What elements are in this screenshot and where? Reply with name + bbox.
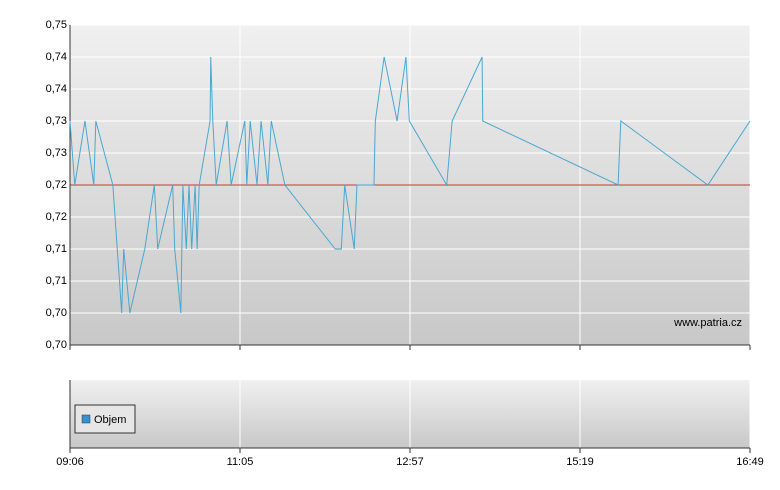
x-tick-label: 11:05 — [227, 456, 254, 468]
y-tick-label: 0,70 — [46, 307, 67, 319]
x-tick-label: 16:49 — [736, 456, 764, 468]
y-tick-label: 0,72 — [46, 211, 67, 223]
y-tick-label: 0,71 — [46, 243, 67, 255]
y-tick-label: 0,73 — [46, 115, 67, 127]
y-tick-label: 0,75 — [46, 19, 67, 31]
y-tick-label: 0,74 — [46, 83, 67, 95]
watermark: www.patria.cz — [673, 317, 742, 329]
y-tick-label: 0,72 — [46, 179, 67, 191]
y-tick-label: 0,73 — [46, 147, 67, 159]
y-tick-label: 0,71 — [46, 275, 67, 287]
legend: Objem — [74, 404, 136, 434]
x-tick-label: 09:06 — [56, 456, 84, 468]
price-line — [69, 56, 751, 314]
legend-swatch — [81, 414, 91, 424]
x-tick-label: 12:57 — [396, 456, 424, 468]
legend-label: Objem — [94, 414, 126, 426]
y-tick-label: 0,70 — [46, 339, 67, 351]
x-tick-label: 15:19 — [566, 456, 594, 468]
y-tick-label: 0,74 — [46, 51, 67, 63]
